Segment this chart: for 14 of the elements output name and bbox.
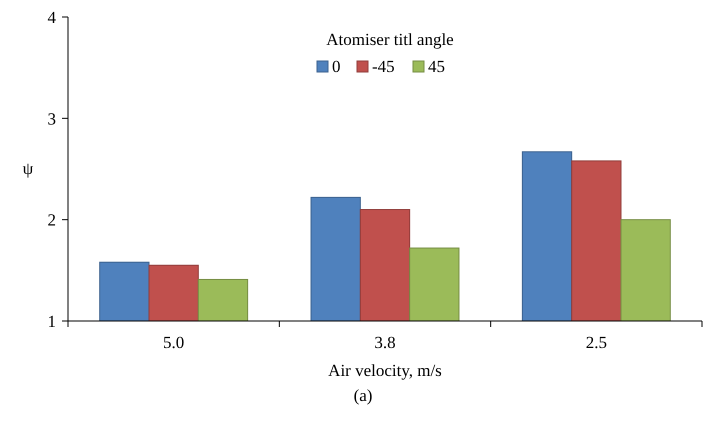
x-axis-title: Air velocity, m/s — [328, 361, 442, 380]
y-tick-label: 3 — [48, 109, 56, 128]
legend-title: Atomiser titl angle — [326, 30, 454, 49]
text: (a) — [354, 386, 372, 405]
legend-label: -45 — [372, 57, 395, 76]
legend-label: 0 — [332, 57, 340, 76]
y-tick-label: 1 — [48, 312, 56, 331]
x-tick-label: 2.5 — [586, 333, 607, 352]
y-axis-title: ψ — [22, 159, 34, 178]
y-tick-label: 4 — [48, 8, 56, 27]
y-tick-label: 2 — [48, 210, 56, 230]
legend-label: 45 — [428, 57, 445, 76]
x-tick-label: 5.0 — [163, 333, 184, 352]
x-tick-label: 3.8 — [374, 333, 396, 352]
